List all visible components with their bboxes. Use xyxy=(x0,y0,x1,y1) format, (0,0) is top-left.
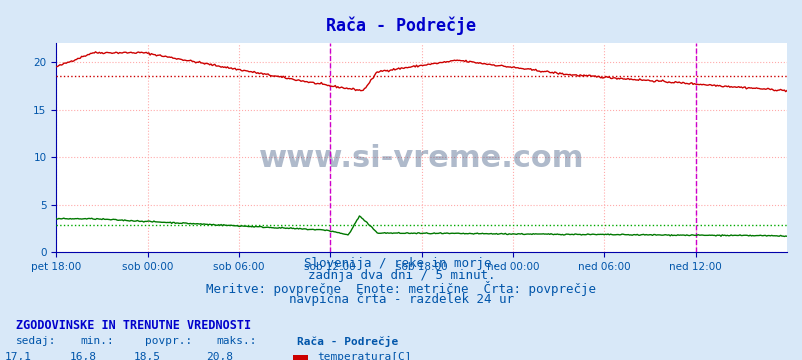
Text: zadnja dva dni / 5 minut.: zadnja dva dni / 5 minut. xyxy=(307,269,495,282)
Text: Rača - Podrečje: Rača - Podrečje xyxy=(297,336,398,347)
Text: maks.:: maks.: xyxy=(217,336,257,346)
Text: Meritve: povprečne  Enote: metrične  Črta: povprečje: Meritve: povprečne Enote: metrične Črta:… xyxy=(206,281,596,296)
Text: Slovenija / reke in morje.: Slovenija / reke in morje. xyxy=(304,257,498,270)
Text: temperatura[C]: temperatura[C] xyxy=(317,352,411,360)
Text: 18,5: 18,5 xyxy=(133,352,160,360)
Text: sedaj:: sedaj: xyxy=(16,336,56,346)
Text: navpična črta - razdelek 24 ur: navpična črta - razdelek 24 ur xyxy=(289,293,513,306)
Text: ZGODOVINSKE IN TRENUTNE VREDNOSTI: ZGODOVINSKE IN TRENUTNE VREDNOSTI xyxy=(16,319,251,332)
Text: Rača - Podrečje: Rača - Podrečje xyxy=(326,16,476,35)
Text: 16,8: 16,8 xyxy=(69,352,96,360)
Text: 17,1: 17,1 xyxy=(5,352,32,360)
Text: 20,8: 20,8 xyxy=(205,352,233,360)
Text: povpr.:: povpr.: xyxy=(144,336,192,346)
Text: min.:: min.: xyxy=(80,336,114,346)
Text: www.si-vreme.com: www.si-vreme.com xyxy=(258,144,584,172)
